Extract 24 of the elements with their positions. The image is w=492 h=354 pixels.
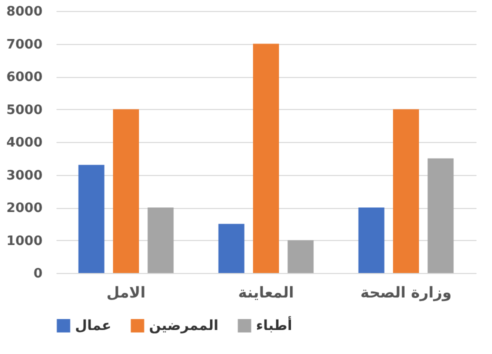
bar — [218, 224, 244, 273]
bar — [393, 109, 419, 273]
x-tick-label: الامل — [106, 284, 146, 302]
y-tick-label: 5000 — [6, 102, 42, 118]
y-tick-label: 1000 — [6, 234, 42, 249]
y-tick-label: 3000 — [6, 168, 42, 184]
x-tick-label: المعاينة — [238, 284, 294, 302]
y-tick-label: 8000 — [6, 4, 42, 20]
bar — [288, 240, 314, 273]
legend-label: أطباء — [256, 316, 292, 334]
bar — [428, 158, 454, 273]
y-tick-label: 4000 — [6, 136, 42, 150]
bar — [78, 164, 104, 273]
bar — [253, 44, 279, 273]
bar — [358, 208, 384, 273]
y-tick-label: 7000 — [6, 37, 42, 52]
legend-label: عمال — [75, 318, 112, 334]
bar — [148, 208, 174, 273]
x-tick-label: وزارة الصحة — [360, 284, 452, 302]
legend-label: الممرضين — [149, 318, 218, 334]
y-tick-label: 6000 — [6, 70, 42, 85]
bar — [113, 109, 139, 273]
y-tick-label: 0 — [33, 266, 42, 282]
y-tick-label: 2000 — [6, 201, 42, 216]
